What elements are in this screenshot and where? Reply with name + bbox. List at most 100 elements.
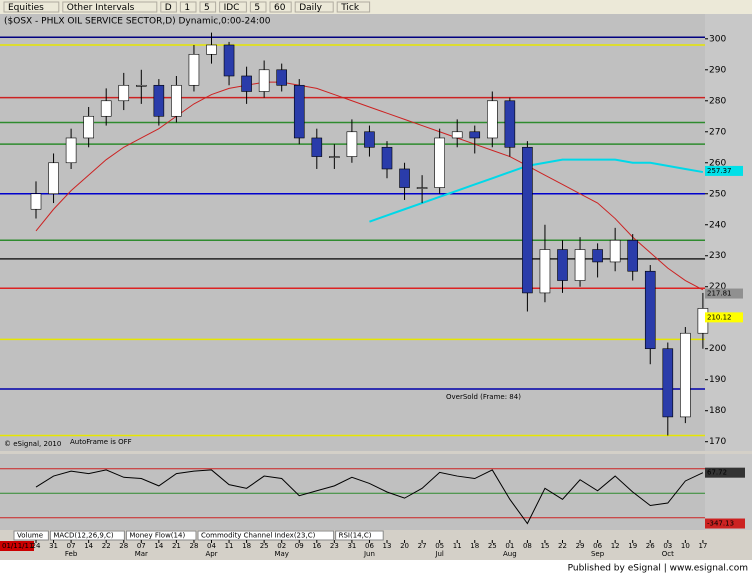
toolbar-button[interactable]	[199, 1, 217, 13]
toolbar-button[interactable]	[62, 1, 158, 13]
candle-body	[434, 137, 445, 188]
x-tick-label: 18	[242, 542, 251, 550]
candle-body	[329, 156, 340, 158]
toolbar-button[interactable]	[179, 1, 197, 13]
x-tick-label: 13	[383, 542, 392, 550]
indicator-tab[interactable]	[13, 530, 49, 541]
x-tick-label: 15	[540, 542, 549, 550]
candle-body	[592, 249, 603, 263]
x-tick-label: 28	[119, 542, 128, 550]
toolbar-label[interactable]: IDC	[224, 3, 240, 13]
candle-body	[364, 131, 375, 148]
toolbar-button[interactable]	[3, 1, 60, 13]
x-tick-label: 29	[576, 542, 585, 550]
month-label: Sep	[591, 550, 605, 558]
toolbar-label[interactable]: 60	[274, 3, 286, 13]
indicator-tab-label[interactable]: RSI(14,C)	[339, 532, 372, 540]
toolbar-label[interactable]: Other Intervals	[67, 3, 135, 13]
x-tick-label: 09	[295, 542, 304, 550]
x-tick-label: 21	[172, 542, 181, 550]
x-tick-label: 07	[67, 542, 76, 550]
annotation: AutoFrame is OFF	[70, 438, 132, 446]
y-tick-label: 280	[709, 96, 726, 106]
toolbar-button[interactable]	[160, 1, 177, 13]
candle-body	[241, 75, 252, 92]
indicator-tag-label: -347.13	[707, 520, 734, 528]
candle-body	[609, 239, 621, 263]
toolbar-label[interactable]: Tick	[340, 3, 360, 13]
candle-body	[574, 249, 586, 281]
price-tag	[705, 312, 743, 323]
toolbar-label[interactable]: Equities	[8, 3, 44, 13]
candle-body	[522, 146, 533, 294]
x-tick-label: 01	[505, 542, 514, 550]
toolbar-button[interactable]	[336, 1, 371, 13]
month-label: Mar	[135, 550, 148, 558]
x-tick-label: 23	[330, 542, 339, 550]
price-tag-label: 217.81	[707, 290, 732, 298]
indicator-tag	[705, 467, 745, 478]
x-tick-label: 04	[207, 542, 216, 550]
start-date-box	[0, 541, 34, 551]
candle-body	[30, 193, 42, 210]
toolbar-label[interactable]: 5	[204, 3, 210, 13]
month-label: Oct	[662, 550, 674, 558]
y-tick-label: 260	[709, 158, 726, 168]
toolbar-label[interactable]: 5	[254, 3, 260, 13]
x-tick-label: 24	[32, 542, 41, 550]
candle-body	[311, 137, 323, 157]
y-tick-label: 220	[709, 282, 726, 292]
indicator-tab[interactable]	[125, 530, 197, 541]
indicator-tab-label[interactable]: Volume	[17, 532, 43, 540]
indicator-tab[interactable]	[197, 530, 335, 541]
x-tick-label: 14	[84, 542, 93, 550]
candle-body	[346, 131, 358, 157]
x-tick-label: 18	[470, 542, 479, 550]
toolbar-label[interactable]: Daily	[299, 3, 322, 13]
candle-body	[557, 249, 568, 281]
candle-body	[293, 84, 305, 139]
x-tick-label: 31	[347, 542, 356, 550]
candle-body	[644, 270, 656, 350]
x-tick-label: 06	[593, 542, 602, 550]
indicator-tab[interactable]	[49, 530, 125, 541]
indicator-tab-label[interactable]: MACD(12,26,9,C)	[53, 532, 114, 540]
y-tick-label: 290	[709, 65, 726, 75]
x-tick-label: 17	[698, 542, 707, 550]
month-label: Apr	[205, 550, 217, 558]
candle-body	[680, 332, 691, 418]
indicator-tab-label[interactable]: Commodity Channel Index(23,C)	[201, 532, 316, 540]
candle-body	[258, 69, 270, 92]
candle-body	[48, 162, 59, 195]
candle-body	[223, 44, 235, 77]
toolbar-button[interactable]	[249, 1, 267, 13]
y-tick-label: 240	[709, 220, 726, 230]
candle-body	[83, 115, 94, 139]
x-tick-label: 06	[365, 542, 374, 550]
month-label: Aug	[503, 550, 517, 558]
x-tick-label: 19	[628, 542, 637, 550]
x-tick-label: 10	[681, 542, 690, 550]
x-tick-label: 22	[102, 542, 111, 550]
x-tick-label: 11	[225, 542, 234, 550]
candle-body	[381, 146, 393, 170]
toolbar-button[interactable]	[294, 1, 334, 13]
indicator-tab[interactable]	[335, 530, 384, 541]
indicator-tab-label[interactable]: Money Flow(14)	[129, 532, 185, 540]
toolbar-label[interactable]: D	[165, 3, 172, 13]
indicator-pane	[0, 454, 705, 530]
moving-average	[35, 81, 704, 291]
candle-body	[539, 249, 551, 294]
annotation: OverSold (Frame: 84)	[446, 393, 521, 401]
x-tick-label: 22	[558, 542, 567, 550]
toolbar-button[interactable]	[219, 1, 247, 13]
indicator-axis	[705, 454, 752, 530]
toolbar-button[interactable]	[269, 1, 292, 13]
start-date: 01/11/11	[2, 542, 33, 550]
candle-body	[416, 187, 428, 189]
candle-body	[118, 84, 130, 102]
month-label: Jun	[363, 550, 375, 558]
toolbar-label[interactable]: 1	[184, 3, 190, 13]
copyright: © eSignal, 2010	[4, 440, 61, 448]
candle-body	[399, 168, 410, 188]
